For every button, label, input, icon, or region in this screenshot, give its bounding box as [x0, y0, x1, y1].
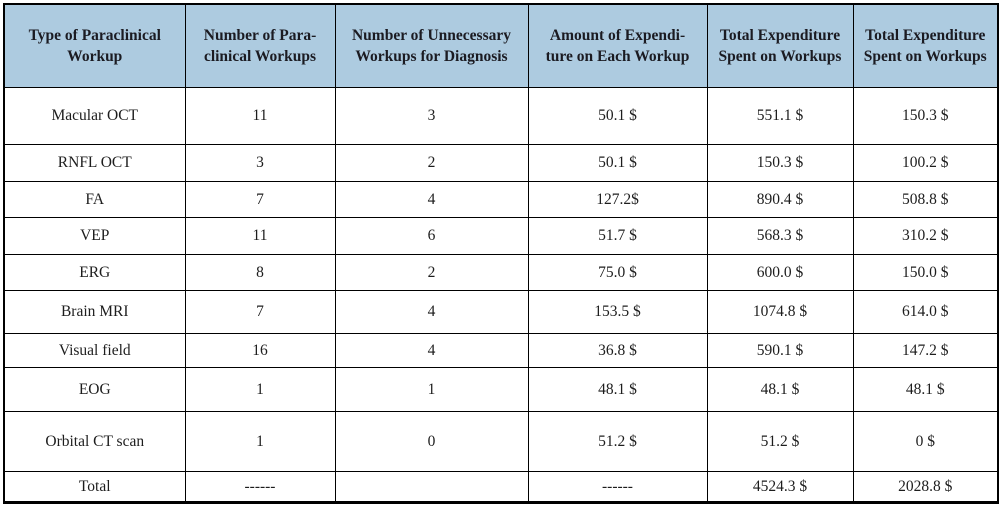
paraclinical-workups-table: Type of Paraclinical Workup Number of Par…: [3, 3, 999, 504]
column-header-1: Type of Paraclinical Workup: [3, 3, 186, 88]
table-cell: 150.0 $: [852, 253, 999, 291]
table-cell: VEP: [3, 216, 186, 255]
table-cell: 310.2 $: [852, 216, 999, 255]
table-cell: ERG: [3, 253, 186, 291]
table-row: Visual field 16 4 36.8 $590.1 $147.2 $: [3, 332, 999, 368]
table-cell: 614.0 $: [852, 289, 999, 334]
table-cell: 50.1 $: [527, 86, 708, 145]
column-header-4: Amount of Expendi- ture on Each Workup: [527, 3, 708, 88]
table-cell: 6: [334, 216, 529, 255]
table-cell: 8: [184, 253, 336, 291]
table-cell: 1: [184, 410, 336, 472]
column-header-2: Number of Para- clinical Workups: [184, 3, 336, 88]
table-cell: 127.2$: [527, 180, 708, 218]
table-cell: 1: [334, 366, 529, 412]
table-cell: FA: [3, 180, 186, 218]
table-cell: [334, 470, 529, 503]
column-header-5: Total Expenditure Spent on Workups: [706, 3, 854, 88]
table-cell: Visual field: [3, 332, 186, 368]
table-cell: 75.0 $: [527, 253, 708, 291]
table-cell: 508.8 $: [852, 180, 999, 218]
table-cell: 16: [184, 332, 336, 368]
table-row: VEP 11 6 51.7 $568.3 $310.2 $: [3, 216, 999, 255]
table-body: Macular OCT 11 3 50.1 $551.1 $150.3 $ RNFL O…: [3, 86, 999, 503]
table-cell: 7: [184, 289, 336, 334]
table-row: FA 7 4 127.2$ 890.4 $508.8 $: [3, 180, 999, 218]
table-cell: 4: [334, 180, 529, 218]
table-cell: 2: [334, 253, 529, 291]
table-cell: Macular OCT: [3, 86, 186, 145]
table-cell: 0 $: [852, 410, 999, 472]
table-row: EOG 1 1 48.1 $48.1 $48.1 $: [3, 366, 999, 412]
table-cell: 3: [184, 143, 336, 182]
table-cell: 147.2 $: [852, 332, 999, 368]
table-cell: 51.2 $: [527, 410, 708, 472]
table-cell: 48.1 $: [527, 366, 708, 412]
table-cell: 4: [334, 289, 529, 334]
table-cell: 100.2 $: [852, 143, 999, 182]
table-cell: 36.8 $: [527, 332, 708, 368]
table-cell: Brain MRI: [3, 289, 186, 334]
table-cell: 48.1 $: [852, 366, 999, 412]
table-cell: 51.7 $: [527, 216, 708, 255]
table-cell: Orbital CT scan: [3, 410, 186, 472]
total-row: Total ------ ------ 4524.3 $2028.8 $: [3, 470, 999, 503]
table-header: Type of Paraclinical Workup Number of Par…: [3, 3, 999, 88]
table-cell: 150.3 $: [706, 143, 854, 182]
column-header-6: Total Expenditure Spent on Workups: [852, 3, 999, 88]
column-header-3: Number of Unnecessary Workups for Diagno…: [334, 3, 529, 88]
table-row: Macular OCT 11 3 50.1 $551.1 $150.3 $: [3, 86, 999, 145]
table-cell: 2028.8 $: [852, 470, 999, 503]
table-row: Orbital CT scan 1 0 51.2 $51.2 $0 $: [3, 410, 999, 472]
table-cell: 11: [184, 216, 336, 255]
table-cell: RNFL OCT: [3, 143, 186, 182]
table-cell: 590.1 $: [706, 332, 854, 368]
table-cell: 568.3 $: [706, 216, 854, 255]
header-row: Type of Paraclinical Workup Number of Par…: [3, 3, 999, 88]
table-cell: EOG: [3, 366, 186, 412]
table-cell: 150.3 $: [852, 86, 999, 145]
table-row: Brain MRI 7 4 153.5 $1074.8 $614.0 $: [3, 289, 999, 334]
table-cell: 0: [334, 410, 529, 472]
table-cell: 551.1 $: [706, 86, 854, 145]
table-cell: 11: [184, 86, 336, 145]
table-cell: 153.5 $: [527, 289, 708, 334]
table-cell: 7: [184, 180, 336, 218]
table-cell: 4524.3 $: [706, 470, 854, 503]
table-cell: 600.0 $: [706, 253, 854, 291]
table-cell: 890.4 $: [706, 180, 854, 218]
table-row: RNFL OCT 3 2 50.1 $150.3 $100.2 $: [3, 143, 999, 182]
table-cell: ------: [527, 470, 708, 503]
table-cell: ------: [184, 470, 336, 503]
table-row: ERG 8 2 75.0 $600.0 $150.0 $: [3, 253, 999, 291]
table-cell: 3: [334, 86, 529, 145]
table-cell: 51.2 $: [706, 410, 854, 472]
table-cell: 2: [334, 143, 529, 182]
table-cell: 1074.8 $: [706, 289, 854, 334]
table-cell: 50.1 $: [527, 143, 708, 182]
table-cell: Total: [3, 470, 186, 503]
table-cell: 48.1 $: [706, 366, 854, 412]
table-cell: 4: [334, 332, 529, 368]
table-cell: 1: [184, 366, 336, 412]
